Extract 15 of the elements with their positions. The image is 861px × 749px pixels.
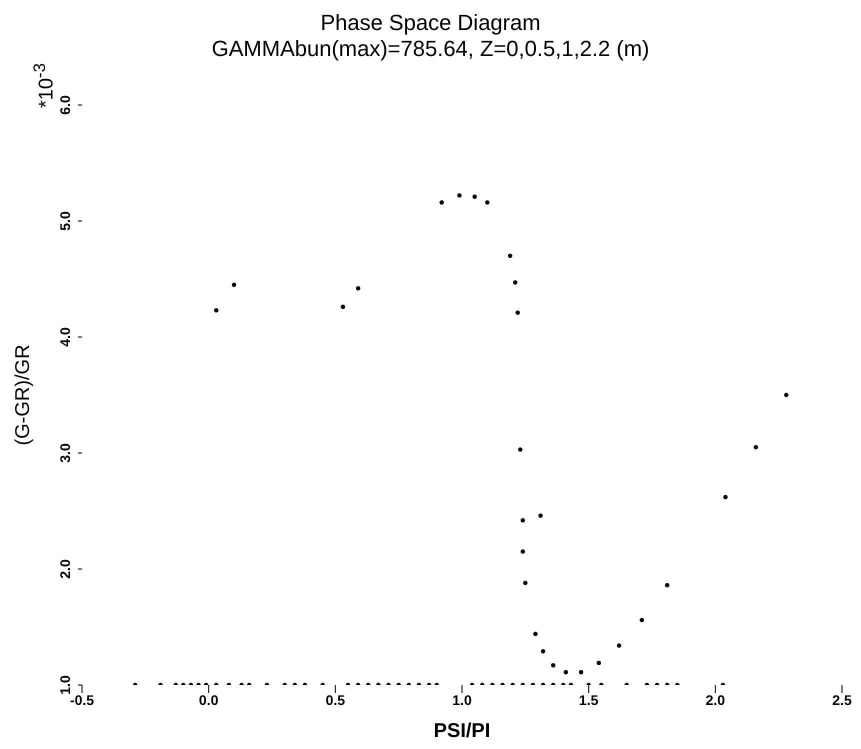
x-tick-label: 0.5	[326, 692, 346, 708]
chart-subtitle: GAMMAbun(max)=785.64, Z=0,0.5,1,2.2 (m)	[210, 36, 650, 62]
y-tick-label: 3.0	[57, 443, 73, 463]
y-tick-label: 2.0	[57, 559, 73, 579]
y-tick-label: 4.0	[57, 327, 73, 347]
x-tick-label: 1.5	[578, 692, 599, 708]
y-tick-label: 5.0	[57, 211, 73, 231]
y-axis-title: (G-GR)/GR	[12, 344, 34, 446]
x-tick-label: 1.0	[452, 692, 472, 708]
chart-title: Phase Space Diagram	[319, 10, 542, 36]
x-tick-label: 0.0	[198, 692, 219, 708]
x-tick-label: 2.0	[706, 692, 726, 708]
y-tick-label: 6.0	[57, 95, 73, 115]
x-axis-title: PSI/PI	[434, 720, 490, 742]
x-tick-label: 2.5	[832, 692, 852, 708]
